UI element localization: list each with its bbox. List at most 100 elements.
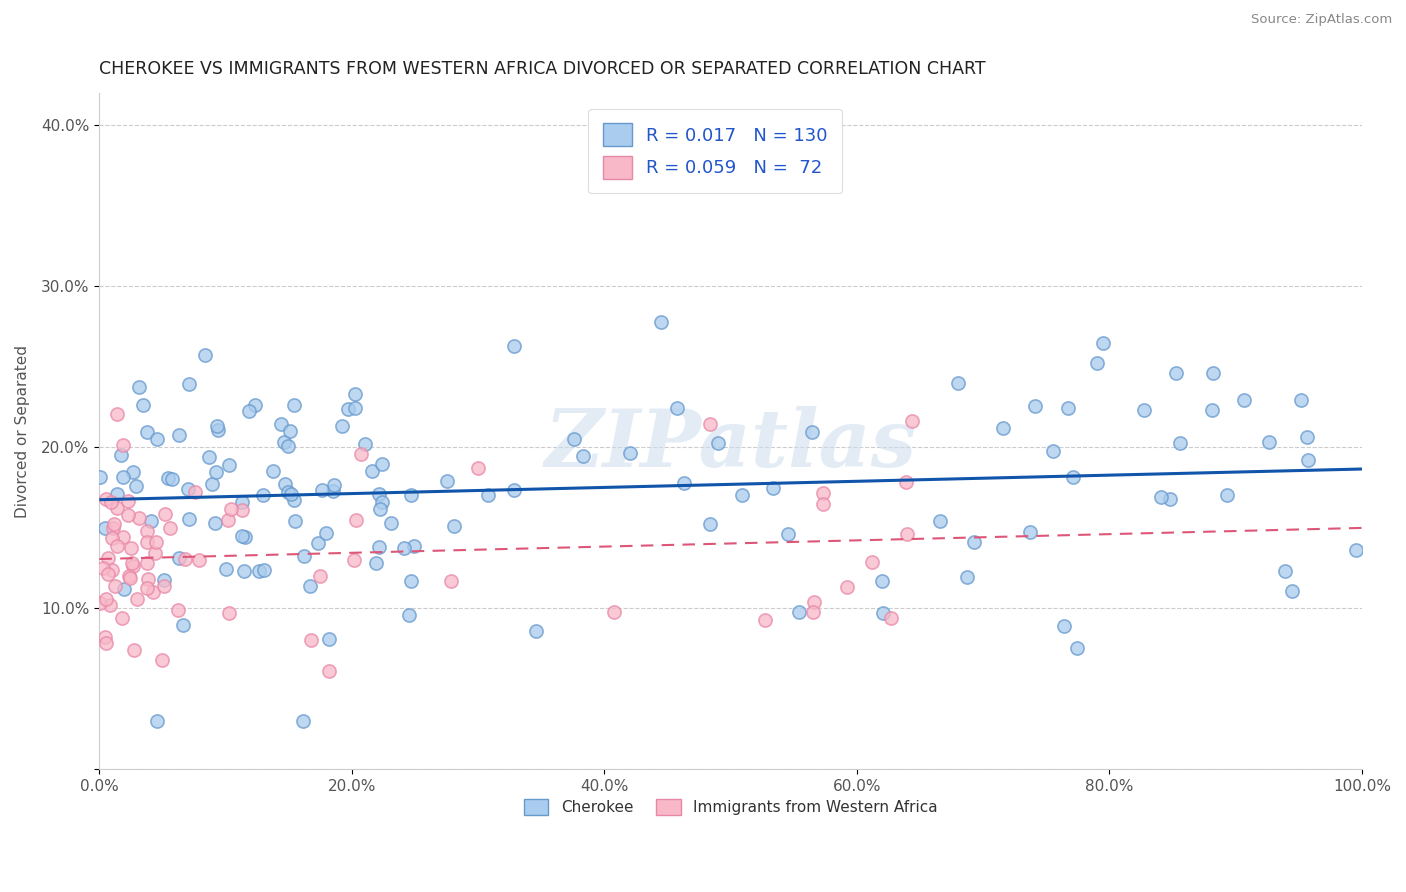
Point	[136, 524, 159, 538]
Point	[110, 448, 132, 462]
Legend: Cherokee, Immigrants from Western Africa: Cherokee, Immigrants from Western Africa	[516, 791, 945, 822]
Point	[1296, 453, 1319, 467]
Point	[398, 608, 420, 623]
Point	[152, 579, 174, 593]
Point	[232, 564, 254, 578]
Point	[124, 642, 146, 657]
Point	[91, 560, 114, 574]
Point	[299, 633, 322, 648]
Point	[1133, 403, 1156, 417]
Point	[105, 501, 128, 516]
Point	[233, 530, 256, 544]
Point	[120, 571, 142, 585]
Point	[1159, 491, 1181, 506]
Point	[1066, 640, 1088, 655]
Point	[572, 449, 595, 463]
Point	[315, 525, 337, 540]
Point	[238, 404, 260, 418]
Point	[231, 529, 253, 543]
Point	[364, 556, 387, 570]
Point	[401, 574, 423, 588]
Point	[993, 420, 1015, 434]
Point	[121, 556, 143, 570]
Point	[963, 534, 986, 549]
Point	[344, 386, 367, 401]
Point	[361, 464, 384, 478]
Point	[837, 580, 859, 594]
Point	[252, 488, 274, 502]
Point	[399, 488, 422, 502]
Point	[153, 573, 176, 587]
Point	[762, 481, 785, 495]
Point	[1291, 392, 1313, 407]
Point	[111, 530, 134, 544]
Point	[112, 582, 135, 596]
Point	[1150, 490, 1173, 504]
Point	[502, 339, 524, 353]
Point	[146, 432, 169, 446]
Point	[150, 653, 173, 667]
Point	[94, 521, 117, 535]
Point	[672, 476, 695, 491]
Point	[699, 417, 721, 432]
Point	[956, 570, 979, 584]
Point	[502, 483, 524, 498]
Point	[1053, 619, 1076, 633]
Point	[125, 591, 148, 606]
Point	[217, 513, 239, 527]
Point	[252, 563, 274, 577]
Point	[97, 567, 120, 582]
Point	[159, 521, 181, 535]
Point	[174, 552, 197, 566]
Text: CHEROKEE VS IMMIGRANTS FROM WESTERN AFRICA DIVORCED OR SEPARATED CORRELATION CHA: CHEROKEE VS IMMIGRANTS FROM WESTERN AFRI…	[100, 60, 986, 78]
Point	[277, 439, 299, 453]
Point	[270, 417, 292, 431]
Point	[94, 636, 117, 650]
Point	[650, 315, 672, 329]
Point	[179, 376, 201, 391]
Point	[104, 579, 127, 593]
Point	[177, 482, 200, 496]
Point	[274, 477, 297, 491]
Point	[135, 534, 157, 549]
Point	[1168, 436, 1191, 450]
Point	[111, 611, 134, 625]
Point	[89, 597, 111, 611]
Point	[1281, 584, 1303, 599]
Point	[1018, 524, 1040, 539]
Point	[278, 424, 301, 438]
Point	[205, 465, 228, 479]
Point	[896, 475, 918, 489]
Point	[477, 488, 499, 502]
Point	[1344, 542, 1367, 557]
Point	[132, 398, 155, 412]
Point	[1091, 335, 1114, 350]
Point	[105, 539, 128, 553]
Point	[1274, 564, 1296, 578]
Point	[94, 592, 117, 607]
Point	[284, 514, 307, 528]
Point	[125, 479, 148, 493]
Point	[901, 414, 924, 428]
Point	[135, 425, 157, 440]
Point	[860, 555, 883, 569]
Point	[353, 436, 375, 450]
Point	[928, 514, 950, 528]
Point	[188, 553, 211, 567]
Point	[1296, 430, 1319, 444]
Point	[98, 598, 121, 612]
Point	[142, 585, 165, 599]
Point	[105, 487, 128, 501]
Point	[157, 471, 180, 485]
Point	[111, 470, 134, 484]
Point	[436, 474, 458, 488]
Point	[467, 460, 489, 475]
Point	[870, 574, 893, 588]
Point	[122, 559, 145, 574]
Point	[218, 606, 240, 620]
Point	[380, 516, 402, 530]
Point	[524, 624, 547, 638]
Point	[292, 714, 315, 728]
Point	[122, 465, 145, 479]
Point	[318, 664, 340, 678]
